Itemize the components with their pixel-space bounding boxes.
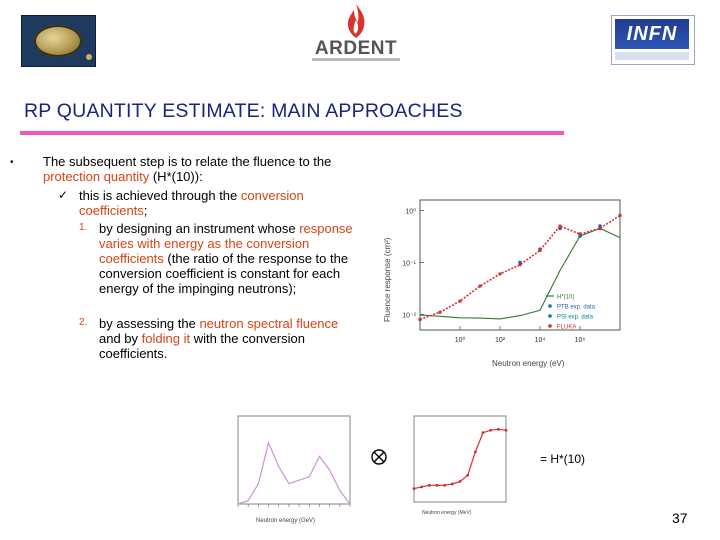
chart3-point bbox=[466, 473, 470, 477]
chart1-legend-swatch bbox=[548, 324, 552, 328]
paragraph-conversion: this is achieved through the conversion … bbox=[79, 188, 339, 218]
chart1-y-axis-label: Fluence response (cm²) bbox=[383, 237, 392, 322]
chart3-point bbox=[481, 431, 485, 435]
chart1-x-axis-label: Neutron energy (eV) bbox=[492, 359, 565, 368]
chart1-y-tick-label: 10⁻¹ bbox=[402, 260, 416, 267]
chart3-point bbox=[504, 428, 508, 432]
item2-text-a: by assessing the bbox=[99, 316, 200, 331]
item2-highlight-2: folding it bbox=[141, 331, 191, 347]
chart1-y-tick-label: 10⁰ bbox=[405, 207, 416, 215]
seal-coin bbox=[34, 25, 82, 57]
conversion-highlight: conversion coefficients bbox=[79, 188, 304, 219]
conversion-coefficient-chart: Neutron energy (MeV) bbox=[398, 408, 510, 518]
fluence-response-chart: Fluence response (cm²) Neutron energy (e… bbox=[380, 192, 640, 372]
chart3-point bbox=[443, 483, 447, 487]
chart1-point bbox=[438, 310, 442, 314]
conversion-text-b: ; bbox=[143, 203, 148, 219]
intro-text-a: The subsequent step is to relate the flu… bbox=[43, 154, 332, 169]
chart3-point bbox=[496, 427, 500, 431]
chart3-point bbox=[420, 485, 424, 489]
chart1-point bbox=[578, 232, 582, 236]
bullet-marker: • bbox=[10, 157, 14, 168]
chart1-series-line bbox=[419, 214, 621, 321]
chart1-point bbox=[458, 299, 462, 303]
check-icon: ✓ bbox=[58, 188, 69, 202]
paragraph-intro: The subsequent step is to relate the flu… bbox=[43, 154, 363, 184]
chart1-point bbox=[538, 248, 542, 252]
item2-text-b: with the conversion coefficients. bbox=[99, 331, 305, 362]
chart1-point bbox=[518, 263, 522, 267]
chart2-series-line bbox=[237, 440, 351, 505]
chart1-x-tick-label: 10⁰ bbox=[455, 336, 466, 344]
chart1-legend-label: H*(10) bbox=[557, 295, 574, 301]
chart1-point bbox=[418, 317, 422, 321]
chart1-point bbox=[498, 272, 502, 276]
chart1-x-tick-label: 10² bbox=[495, 337, 506, 344]
infn-logo: INFN bbox=[611, 15, 695, 65]
equals-h10-label: = H*(10) bbox=[540, 452, 586, 466]
list-number-2: 2. bbox=[79, 317, 88, 328]
university-seal-logo bbox=[21, 15, 96, 67]
title-underline bbox=[20, 131, 564, 135]
chart1-x-tick-label: 10⁶ bbox=[575, 337, 586, 344]
chart3-point bbox=[473, 450, 477, 454]
chart3-point bbox=[412, 487, 416, 490]
seal-dot bbox=[86, 54, 92, 60]
chart3-point bbox=[450, 482, 454, 486]
item2-highlight-1: neutron spectral fluence bbox=[199, 316, 339, 331]
infn-logo-subtitle-bar bbox=[615, 52, 689, 60]
item1-text-a: by designing an instrument whose bbox=[99, 221, 300, 236]
chart1-point bbox=[598, 226, 602, 230]
chart1-x-tick-label: 10⁴ bbox=[535, 337, 546, 344]
chart3-point bbox=[458, 480, 462, 483]
chart2-x-axis-label: Neutron energy (GeV) bbox=[256, 518, 315, 524]
chart1-legend-swatch bbox=[548, 314, 552, 318]
chart1-point bbox=[618, 213, 622, 217]
chart3-point bbox=[435, 483, 439, 487]
item1-highlight: response varies with energy as the conve… bbox=[99, 221, 353, 267]
chart1-legend-label: FLUKA bbox=[557, 325, 576, 331]
infn-logo-text: INFN bbox=[615, 19, 689, 49]
chart1-y-tick-label: 10⁻² bbox=[402, 312, 416, 319]
chart1-legend-label: PTB exp. data bbox=[557, 305, 596, 311]
intro-text-b: (H*(10)): bbox=[149, 169, 203, 185]
chart1-point bbox=[478, 284, 482, 288]
list-item-1: by designing an instrument whose respons… bbox=[99, 221, 361, 296]
ardent-flame-icon bbox=[347, 4, 365, 38]
intro-highlight: protection quantity bbox=[43, 169, 150, 185]
otimes-operator bbox=[371, 449, 387, 465]
slide-title: RP QUANTITY ESTIMATE: MAIN APPROACHES bbox=[24, 100, 463, 122]
chart1-series-line bbox=[419, 227, 621, 320]
ardent-logo-subtitle-bar bbox=[312, 58, 400, 61]
chart1-legend-swatch bbox=[548, 304, 552, 308]
item1-text-b: (the ratio of the response to the conver… bbox=[99, 251, 349, 297]
chart3-point bbox=[427, 483, 431, 487]
page-number: 37 bbox=[672, 510, 688, 526]
conversion-text-a: this is achieved through the bbox=[79, 188, 241, 203]
spectral-fluence-chart: Neutron energy (GeV) bbox=[198, 408, 358, 524]
chart3-point bbox=[489, 428, 493, 432]
chart1-legend-label: PSI exp. data bbox=[557, 315, 594, 321]
list-item-2: by assessing the neutron spectral fluenc… bbox=[99, 316, 361, 361]
list-number-1: 1. bbox=[79, 222, 88, 233]
chart3-x-axis-label: Neutron energy (MeV) bbox=[422, 510, 472, 516]
item2-text-mid: and by bbox=[99, 331, 142, 347]
chart1-point bbox=[558, 224, 562, 228]
ardent-logo-text: ARDENT bbox=[314, 38, 398, 59]
